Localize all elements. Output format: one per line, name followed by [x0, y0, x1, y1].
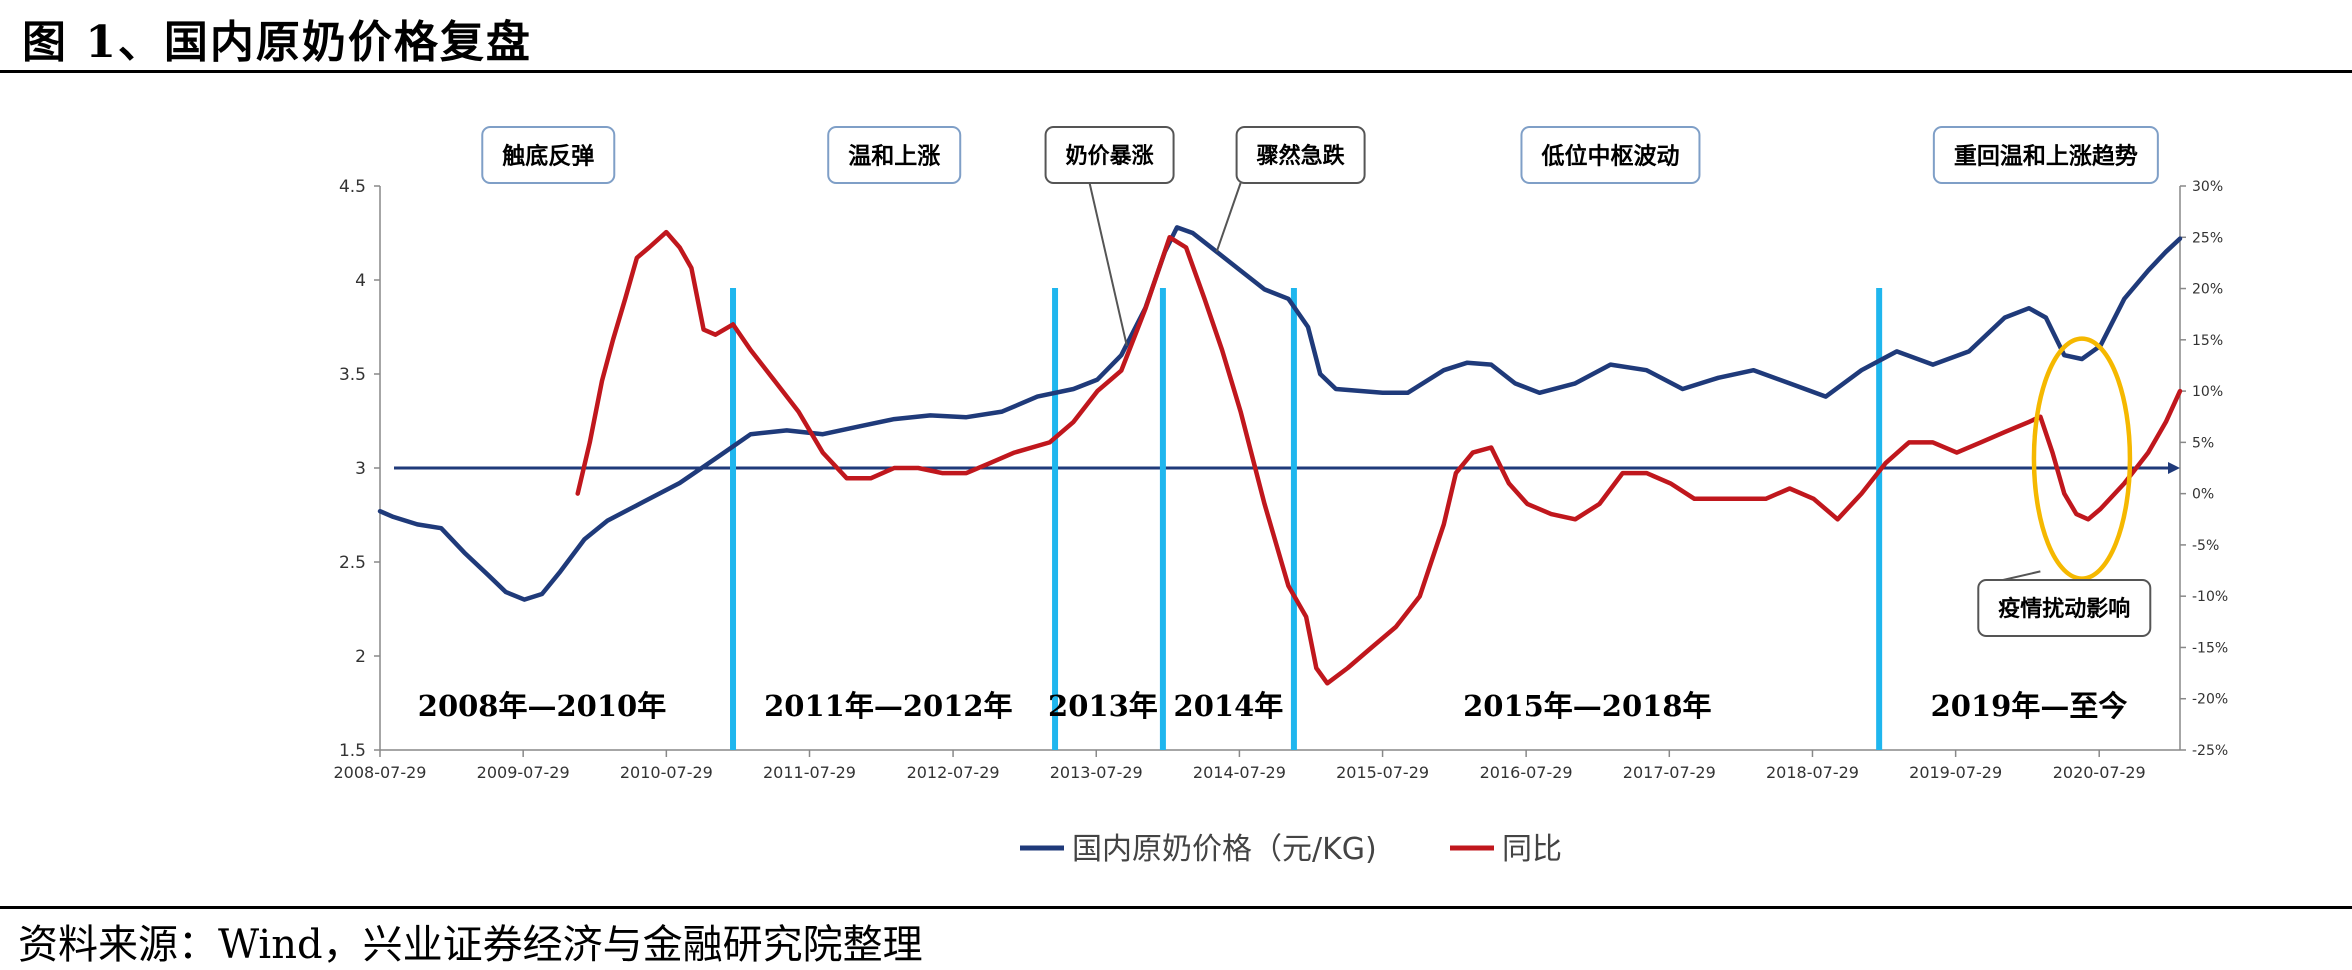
annotation-labels: 2008年—2010年 2011年—2012年 2013年 2014年 2015年—20…	[418, 126, 2159, 723]
x-tick-label: 2016-07-29	[1480, 763, 1573, 782]
period-label: 2011年—2012年	[764, 689, 1012, 723]
phase-label: 低位中枢波动	[1540, 142, 1679, 169]
x-tick-label: 2012-07-29	[907, 763, 1000, 782]
period-label: 2015年—2018年	[1463, 689, 1711, 723]
title-rule	[0, 70, 2352, 73]
x-tick-label: 2014-07-29	[1193, 763, 1286, 782]
reference-line-arrow	[2168, 462, 2180, 474]
period-label: 2013年	[1048, 689, 1158, 723]
callout-label: 疫情扰动影响	[1998, 596, 2130, 622]
phase-label-box	[481, 126, 616, 184]
period-dividers	[730, 288, 1883, 750]
x-tick-label: 2009-07-29	[477, 763, 570, 782]
source-rule	[0, 906, 2352, 909]
callout-label-box	[1977, 579, 2152, 637]
legend-label: 同比	[1502, 832, 1562, 867]
phase-label-box	[1932, 126, 2159, 184]
x-tick-label: 2008-07-29	[334, 763, 427, 782]
callout-pointer	[1088, 182, 1128, 347]
phase-label-box	[827, 126, 962, 184]
right-tick-label: 0%	[2192, 487, 2214, 503]
phase-label: 重回温和上涨趋势	[1954, 142, 2138, 169]
left-tick-label: 3	[355, 459, 366, 479]
left-tick-label: 3.5	[339, 365, 366, 385]
right-tick-label: 15%	[2192, 333, 2223, 349]
yoy-line	[575, 229, 2183, 686]
callout-label-box	[1044, 126, 1175, 184]
period-label: 2008年—2010年	[418, 689, 666, 723]
right-tick-label: -5%	[2192, 538, 2219, 554]
right-tick-label: 25%	[2192, 230, 2223, 246]
x-tick-label: 2020-07-29	[2053, 763, 2146, 782]
right-tick-label: -20%	[2192, 692, 2228, 708]
callout-label: 骤然急跌	[1257, 143, 1346, 169]
legend: 国内原奶价格（元/KG) 同比	[1020, 832, 1562, 867]
source-note: 资料来源：Wind，兴业证券经济与金融研究院整理	[18, 922, 923, 968]
callout-label-box	[1235, 126, 1366, 184]
right-tick-label: -15%	[2192, 640, 2228, 656]
x-tick-label: 2019-07-29	[1909, 763, 2002, 782]
x-tick-label: 2013-07-29	[1050, 763, 1143, 782]
callout-pointer	[1215, 182, 1242, 253]
left-tick-label: 2	[355, 647, 366, 667]
phase-label-box	[1520, 126, 1701, 184]
milk-price-line	[377, 225, 2183, 602]
x-tick-label: 2017-07-29	[1623, 763, 1716, 782]
callout-label: 奶价暴涨	[1066, 143, 1154, 169]
left-tick-label: 4	[355, 271, 366, 291]
x-tick-label: 2011-07-29	[763, 763, 856, 782]
reference-line-group	[394, 462, 2180, 474]
left-tick-label: 4.5	[339, 177, 366, 197]
phase-label: 温和上涨	[848, 142, 940, 169]
phase-label: 触底反弹	[502, 142, 594, 169]
legend-label: 国内原奶价格（元/KG)	[1072, 832, 1377, 867]
right-tick-label: 20%	[2192, 282, 2223, 298]
x-tick-label: 2010-07-29	[620, 763, 713, 782]
x-tick-label: 2015-07-29	[1336, 763, 1429, 782]
period-label: 2014年	[1174, 689, 1284, 723]
series-lines	[377, 225, 2183, 686]
right-tick-label: -10%	[2192, 589, 2228, 605]
figure-title: 图 1、国内原奶价格复盘	[22, 17, 532, 68]
left-tick-label: 1.5	[339, 741, 366, 761]
chart-axes: 1.5 2 2.5 3 3.5 4 4.5 -25% -20% -15% -10% -5% 0% 5% 10…	[334, 177, 2229, 782]
right-tick-label: 5%	[2192, 435, 2214, 451]
period-label: 2019年—至今	[1931, 689, 2128, 723]
right-tick-label: 10%	[2192, 384, 2223, 400]
chart: 1.5 2 2.5 3 3.5 4 4.5 -25% -20% -15% -10% -5% 0% 5% 10…	[334, 126, 2229, 867]
right-tick-label: 30%	[2192, 179, 2223, 195]
right-tick-label: -25%	[2192, 743, 2228, 759]
highlight-ellipse-group	[2031, 336, 2133, 581]
highlight-ellipse	[2031, 336, 2133, 581]
left-tick-label: 2.5	[339, 553, 366, 573]
x-tick-label: 2018-07-29	[1766, 763, 1859, 782]
